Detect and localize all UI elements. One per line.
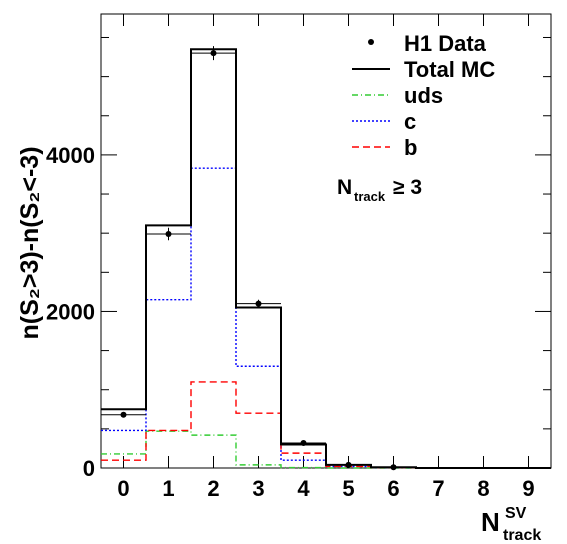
x-tick-label: 3 — [252, 476, 264, 501]
data-points — [101, 46, 416, 471]
legend-marker — [368, 39, 374, 45]
x-tick-label: 2 — [207, 476, 219, 501]
legend-entry: Total MC — [352, 57, 495, 82]
annotation-main: N — [337, 176, 352, 199]
x-tick-label: 6 — [387, 476, 399, 501]
legend-label: uds — [404, 83, 443, 108]
series-c — [101, 167, 551, 469]
y-tick-label: 4000 — [46, 143, 95, 168]
plot-frame — [100, 13, 552, 469]
y-tick-label: 0 — [83, 456, 95, 481]
axis-ticks: 0 1 2 3 4 5 6 7 8 9 0 2000 4000 — [46, 14, 551, 501]
series-total-mc — [101, 48, 551, 469]
data-point — [255, 300, 262, 307]
x-tick-label: 4 — [297, 476, 310, 501]
legend-label: Total MC — [404, 57, 495, 82]
x-axis-label-main: N — [481, 507, 500, 537]
data-point — [390, 464, 397, 471]
y-axis-label: n(S₂>3)-n(S₂<-3) — [16, 146, 44, 339]
data-point — [210, 50, 217, 57]
x-tick-label: 1 — [162, 476, 174, 501]
x-axis-label: N SV track — [481, 505, 541, 544]
annotation-rest: ≥ 3 — [393, 176, 422, 199]
x-tick-label: 5 — [342, 476, 354, 501]
data-point — [165, 230, 172, 237]
data-point — [345, 461, 352, 468]
x-tick-label: 0 — [117, 476, 129, 501]
x-axis-label-sub: track — [503, 527, 541, 544]
legend-entry: b — [352, 135, 417, 160]
legend-entry: uds — [352, 83, 443, 108]
legend-label: c — [404, 109, 416, 134]
x-tick-label: 9 — [522, 476, 534, 501]
x-axis-label-sup: SV — [505, 505, 527, 522]
legend-entry: H1 Data — [368, 31, 487, 56]
x-tick-label: 7 — [432, 476, 444, 501]
legend-entry: c — [352, 109, 416, 134]
data-point — [120, 411, 127, 418]
series-layer — [101, 48, 551, 469]
annotation-sub: track — [354, 189, 386, 204]
legend-label: b — [404, 135, 417, 160]
legend-label: H1 Data — [404, 31, 487, 56]
x-tick-label: 8 — [477, 476, 489, 501]
series-uds — [101, 430, 551, 469]
y-tick-label: 2000 — [46, 299, 95, 324]
data-point — [300, 439, 307, 446]
track-cut-annotation: N track ≥ 3 — [337, 176, 422, 204]
